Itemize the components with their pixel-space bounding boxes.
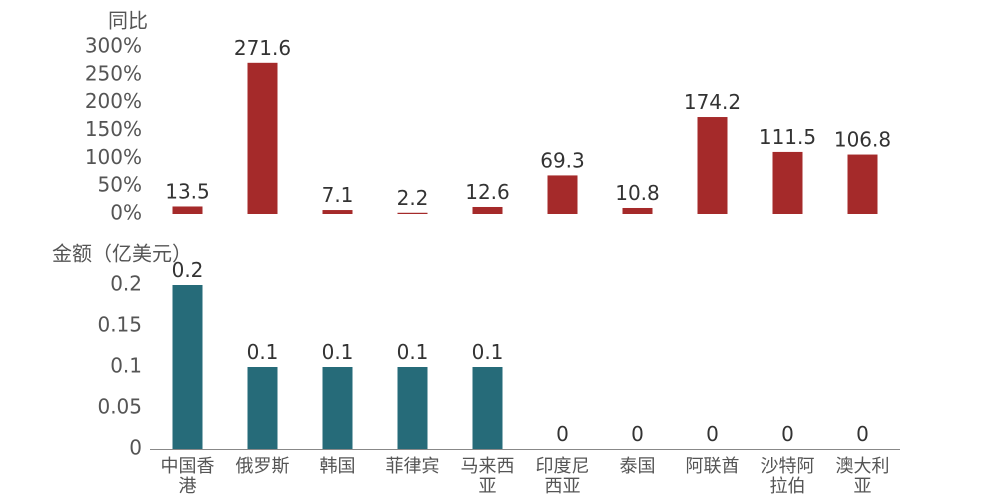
x-category-line: 阿联酋	[686, 456, 740, 477]
amount-ytick-label: 0	[129, 436, 142, 460]
amount-data-label: 0	[631, 422, 644, 446]
yoy-bar	[247, 62, 278, 215]
yoy-bar	[697, 117, 728, 214]
yoy-bar	[622, 207, 653, 214]
x-category-label: 泰国	[620, 456, 656, 477]
yoy-bar	[772, 151, 803, 214]
yoy-ytick-label: 250%	[85, 61, 142, 85]
x-category-line: 沙特阿	[761, 456, 815, 477]
amount-data-label: 0.1	[247, 340, 279, 364]
x-category-line: 澳大利	[836, 456, 890, 477]
amount-data-label: 0.1	[322, 340, 354, 364]
x-category-line: 俄罗斯	[236, 456, 290, 477]
yoy-axis-title: 同比	[108, 9, 148, 33]
yoy-ytick-label: 200%	[85, 89, 142, 113]
amount-data-label: 0	[856, 422, 869, 446]
x-category-line: 亚	[479, 476, 497, 497]
yoy-data-label: 12.6	[465, 180, 510, 204]
amount-data-label: 0	[781, 422, 794, 446]
amount-ytick-label: 0.05	[97, 395, 142, 419]
x-category-label: 俄罗斯	[236, 456, 290, 477]
x-category-label: 阿联酋	[686, 456, 740, 477]
amount-bar	[172, 285, 203, 449]
yoy-bar	[547, 175, 578, 214]
amount-bar	[397, 367, 428, 449]
amount-bar	[472, 367, 503, 449]
amount-bar	[322, 367, 353, 449]
yoy-data-label: 111.5	[759, 125, 816, 149]
amount-data-label: 0	[706, 422, 719, 446]
yoy-ytick-label: 50%	[98, 173, 142, 197]
amount-bar	[247, 367, 278, 449]
yoy-data-label: 271.6	[234, 36, 291, 60]
yoy-bar	[397, 212, 428, 214]
x-category-label: 沙特阿拉伯	[761, 456, 815, 497]
amount-ytick-label: 0.15	[97, 313, 142, 337]
x-category-label: 韩国	[320, 456, 356, 477]
x-category-label: 印度尼西亚	[536, 456, 590, 497]
amount-ytick-label: 0.2	[110, 272, 142, 296]
x-category-line: 中国香	[161, 456, 215, 477]
x-category-line: 韩国	[320, 456, 356, 477]
x-category-line: 马来西	[461, 456, 515, 477]
amount-data-label: 0.1	[472, 340, 504, 364]
yoy-data-label: 106.8	[834, 128, 891, 152]
yoy-bar	[322, 210, 353, 214]
yoy-bar	[847, 154, 878, 214]
x-category-label: 澳大利亚	[836, 456, 890, 497]
x-category-line: 亚	[854, 476, 872, 497]
x-category-label: 中国香港	[161, 456, 215, 497]
yoy-data-label: 13.5	[165, 179, 210, 203]
yoy-data-label: 7.1	[322, 183, 354, 207]
x-category-line: 拉伯	[770, 476, 806, 497]
yoy-data-label: 10.8	[615, 181, 660, 205]
yoy-ytick-label: 100%	[85, 145, 142, 169]
yoy-bar	[172, 206, 203, 214]
yoy-data-label: 174.2	[684, 90, 741, 114]
amount-data-label: 0.1	[397, 340, 429, 364]
x-category-line: 西亚	[545, 476, 581, 497]
amount-axis-title: 金额（亿美元）	[52, 242, 192, 266]
x-category-line: 印度尼	[536, 456, 590, 477]
x-category-label: 菲律宾	[386, 456, 440, 477]
x-category-line: 港	[179, 476, 197, 497]
amount-data-label: 0.2	[172, 258, 204, 282]
x-category-line: 泰国	[620, 456, 656, 477]
yoy-bar	[472, 206, 503, 214]
yoy-data-label: 2.2	[397, 186, 429, 210]
yoy-data-label: 69.3	[540, 148, 585, 172]
yoy-ytick-label: 150%	[85, 117, 142, 141]
yoy-ytick-label: 0%	[110, 201, 142, 225]
amount-ytick-label: 0.1	[110, 354, 142, 378]
amount-data-label: 0	[556, 422, 569, 446]
x-category-label: 马来西亚	[461, 456, 515, 497]
yoy-ytick-label: 300%	[85, 34, 142, 58]
x-category-line: 菲律宾	[386, 456, 440, 477]
